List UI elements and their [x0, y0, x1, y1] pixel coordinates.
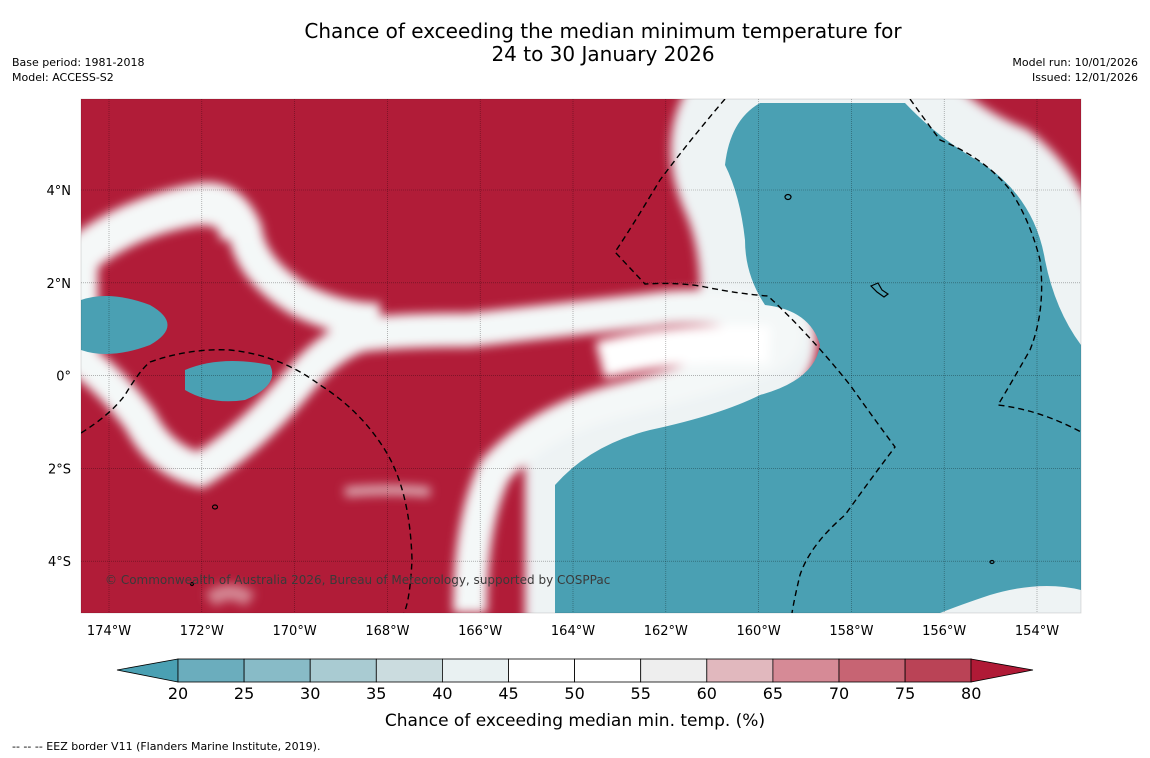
colorbar-cell — [838, 658, 906, 683]
x-tick-label: 168°W — [365, 624, 409, 639]
x-tick-label: 158°W — [829, 624, 873, 639]
x-tick-label: 164°W — [551, 624, 595, 639]
x-tick-label: 166°W — [458, 624, 502, 639]
colorbar-title: Chance of exceeding median min. temp. (%… — [385, 711, 765, 731]
gridlines — [81, 99, 1081, 613]
colorbar-tick-label: 50 — [564, 684, 584, 703]
colorbar-cell — [177, 658, 245, 683]
colorbar-cell — [904, 658, 972, 683]
colorbar-tick-label: 65 — [763, 684, 783, 703]
colorbar-tick-label: 70 — [829, 684, 849, 703]
island — [784, 193, 792, 201]
x-tick-label: 160°W — [737, 624, 781, 639]
colorbar-tick-label: 80 — [961, 684, 981, 703]
colorbar-tick-label: 25 — [234, 684, 254, 703]
x-tick-label: 162°W — [644, 624, 688, 639]
halo-northwest — [81, 184, 260, 271]
colorbar-tick-label: 60 — [697, 684, 717, 703]
y-tick-label: 2°S — [48, 462, 71, 477]
eez-borders — [81, 99, 1081, 613]
island — [189, 581, 195, 587]
island — [869, 282, 890, 298]
map-frame — [80, 98, 1082, 614]
colorbar-cell — [441, 658, 509, 683]
map-title-line-1: Chance of exceeding the median minimum t… — [304, 19, 902, 43]
y-tick-label: 0° — [56, 370, 71, 385]
cold-regions — [81, 103, 1081, 613]
colorbar-over-arrow — [970, 658, 1034, 683]
x-tick-label: 156°W — [922, 624, 966, 639]
y-axis-labels: 4°N 2°N 0° 2°S 4°S — [47, 184, 72, 570]
island — [989, 559, 995, 565]
x-tick-label: 170°W — [273, 624, 317, 639]
y-tick-label: 4°S — [48, 555, 71, 570]
colorbar-tick-label: 75 — [895, 684, 915, 703]
map-area: © Commonwealth of Australia 2026, Bureau… — [81, 99, 1081, 613]
cold-region-equator — [185, 361, 273, 402]
copyright-credit: © Commonwealth of Australia 2026, Bureau… — [105, 573, 610, 587]
colorbar-tick-label: 20 — [168, 684, 188, 703]
eez-line-center — [614, 99, 896, 613]
colorbar-tick-labels: 20 25 30 35 40 45 50 55 60 65 70 75 80 — [168, 684, 982, 703]
y-tick-label: 4°N — [47, 184, 72, 199]
x-axis-labels: 174°W 172°W 170°W 168°W 166°W 164°W 162°W 160°W… — [87, 624, 1059, 639]
colorbar-tick-label: 55 — [631, 684, 651, 703]
colorbar-cell — [574, 658, 642, 683]
island — [211, 504, 219, 510]
meta-right: Model run: 10/01/2026 Issued: 12/01/2026 — [1012, 55, 1138, 85]
islands — [189, 193, 995, 587]
colorbar-cell — [508, 658, 575, 683]
transition-halo — [81, 99, 1081, 613]
colorbar-tick-label: 40 — [432, 684, 452, 703]
model-run: Model run: 10/01/2026 — [1012, 56, 1138, 69]
colorbar-tick-label: 45 — [498, 684, 518, 703]
cold-region-east — [555, 103, 1081, 613]
colorbar-tick-label: 30 — [300, 684, 320, 703]
colorbar-cell — [772, 658, 840, 683]
colorbar-cells — [177, 658, 972, 683]
eez-line-east — [909, 99, 1081, 433]
halo-east — [525, 99, 1081, 613]
model-name: Model: ACCESS-S2 — [12, 71, 114, 84]
cold-region-west — [81, 296, 168, 354]
x-tick-label: 172°W — [180, 624, 224, 639]
colorbar-cell — [243, 658, 311, 683]
base-period: Base period: 1981-2018 — [12, 56, 145, 69]
x-tick-label: 174°W — [87, 624, 131, 639]
y-tick-label: 2°N — [47, 277, 72, 292]
meta-left: Base period: 1981-2018 Model: ACCESS-S2 — [12, 55, 144, 85]
colorbar-tick-label: 35 — [366, 684, 386, 703]
halo-tongue — [344, 485, 431, 497]
halo-south-spot — [205, 584, 255, 607]
map-title-line-2: 24 to 30 January 2026 — [491, 42, 715, 66]
colorbar-cell — [640, 658, 708, 683]
colorbar-under-arrow — [116, 658, 179, 683]
issued-date: Issued: 12/01/2026 — [1031, 71, 1138, 84]
map-title: Chance of exceeding the median minimum t… — [0, 20, 1150, 66]
colorbar-cell — [706, 658, 774, 683]
eez-line-west — [81, 349, 413, 613]
eez-footnote: -- -- -- EEZ border V11 (Flanders Marine… — [12, 740, 321, 753]
colorbar-cell — [309, 658, 377, 683]
colorbar: 20 25 30 35 40 45 50 55 60 65 70 75 80 Chance of exc… — [116, 658, 1034, 731]
colorbar-cell — [375, 658, 443, 683]
x-tick-label: 154°W — [1015, 624, 1059, 639]
halo-center — [595, 325, 772, 379]
